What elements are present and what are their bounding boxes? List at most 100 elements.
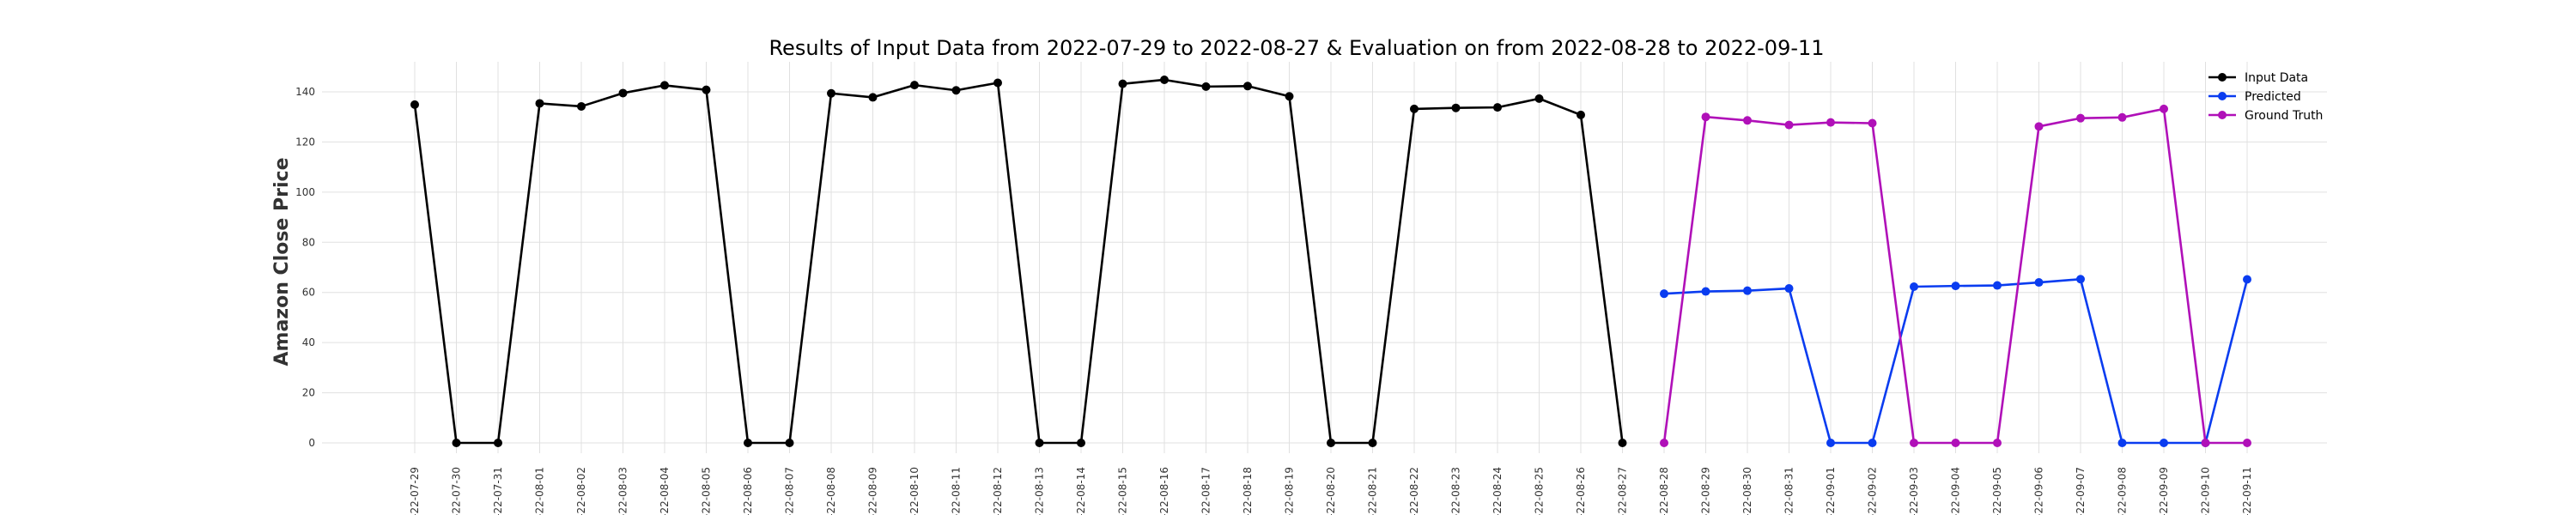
y-axis-label: Amazon Close Price	[271, 158, 293, 367]
legend-label: Ground Truth	[2245, 109, 2323, 123]
data-point-input-data	[452, 439, 461, 447]
x-tick-label: -22-08-14	[1075, 467, 1087, 515]
data-point-input-data	[910, 81, 919, 90]
data-point-input-data	[1285, 92, 1294, 101]
legend-marker	[2218, 111, 2227, 119]
legend-label: Input Data	[2245, 71, 2308, 85]
y-tick-label: 40	[302, 336, 315, 348]
x-axis-ticks: -22-07-29 -22-07-30 -22-07-31 -22-08-01 -22-…	[409, 467, 2253, 515]
x-tick-label: -22-08-06	[742, 467, 754, 515]
data-point-predicted	[1826, 439, 1835, 447]
x-tick-label: -22-09-05	[1991, 467, 2003, 515]
x-tick-label: -22-08-12	[992, 467, 1004, 515]
data-point-input-data	[1077, 439, 1085, 447]
y-tick-label: 20	[302, 387, 315, 399]
data-point-input-data	[1201, 82, 1211, 91]
data-point-ground-truth	[2076, 113, 2085, 123]
data-point-input-data	[1534, 94, 1544, 103]
x-tick-label: -22-08-13	[1034, 467, 1046, 515]
data-point-ground-truth	[1826, 118, 1835, 127]
data-point-input-data	[618, 88, 628, 98]
x-tick-label: -22-09-04	[1950, 467, 1962, 515]
x-tick-label: -22-08-28	[1658, 467, 1670, 515]
data-point-input-data	[577, 101, 586, 111]
data-point-ground-truth	[2201, 439, 2210, 447]
data-point-ground-truth	[1660, 439, 1668, 447]
x-tick-label: -22-08-21	[1367, 467, 1379, 515]
series-line-input-data	[413, 78, 1624, 445]
data-point-input-data	[1493, 103, 1502, 112]
data-point-input-data	[744, 439, 752, 447]
data-point-ground-truth	[1910, 439, 1918, 447]
data-point-predicted	[1660, 289, 1668, 299]
x-tick-label: -22-08-07	[784, 467, 796, 515]
y-tick-label: 0	[308, 437, 315, 449]
x-tick-label: -22-09-11	[2241, 467, 2253, 515]
data-point-ground-truth	[2243, 439, 2251, 447]
x-tick-label: -22-08-11	[951, 467, 963, 515]
data-point-ground-truth	[2034, 122, 2044, 131]
x-tick-label: -22-09-01	[1825, 467, 1837, 515]
x-tick-label: -22-09-06	[2033, 467, 2045, 515]
data-point-input-data	[660, 81, 669, 90]
x-tick-label: -22-08-16	[1158, 467, 1170, 515]
y-axis-ticks: 0 20 40 60 80 100 120 140	[295, 86, 315, 449]
data-point-ground-truth	[2117, 112, 2127, 122]
x-tick-label: -22-09-09	[2158, 467, 2170, 515]
data-point-input-data	[702, 85, 711, 94]
data-point-predicted	[2117, 439, 2127, 447]
data-point-input-data	[494, 439, 502, 447]
x-tick-label: -22-09-02	[1867, 467, 1879, 515]
x-tick-label: -22-08-22	[1408, 467, 1420, 515]
x-tick-label: -22-08-27	[1617, 467, 1629, 515]
x-tick-label: -22-09-08	[2117, 467, 2129, 515]
data-point-ground-truth	[1868, 118, 1877, 128]
data-point-ground-truth	[1951, 439, 1960, 447]
y-tick-label: 100	[295, 186, 315, 198]
legend: Input Data Predicted Ground Truth	[2208, 71, 2323, 123]
data-point-predicted	[2243, 275, 2251, 284]
y-tick-label: 60	[302, 287, 315, 299]
x-tick-label: -22-09-03	[1908, 467, 1920, 515]
x-tick-label: -22-08-19	[1284, 467, 1296, 515]
x-tick-label: -22-08-01	[534, 467, 546, 515]
x-tick-label: -22-08-03	[617, 467, 629, 515]
y-tick-label: 80	[302, 236, 315, 248]
x-tick-label: -22-08-10	[908, 467, 920, 515]
x-tick-label: -22-09-10	[2200, 467, 2212, 515]
x-tick-label: -22-08-20	[1325, 467, 1337, 515]
data-point-input-data	[1618, 439, 1627, 447]
y-tick-label: 120	[295, 136, 315, 148]
x-tick-label: -22-08-02	[575, 467, 587, 515]
data-point-predicted	[1951, 282, 1960, 291]
x-tick-label: -22-08-30	[1741, 467, 1753, 515]
chart-title: Results of Input Data from 2022-07-29 to…	[769, 36, 1824, 60]
data-point-input-data	[993, 78, 1002, 88]
data-point-input-data	[1327, 439, 1335, 447]
x-tick-label: -22-08-08	[825, 467, 837, 515]
series	[410, 75, 2251, 447]
data-point-predicted	[2034, 278, 2044, 288]
legend-label: Predicted	[2245, 90, 2301, 104]
x-tick-label: -22-09-07	[2075, 467, 2087, 515]
legend-marker	[2218, 73, 2227, 82]
x-tick-label: -22-08-25	[1534, 467, 1546, 515]
data-point-predicted	[1868, 439, 1877, 447]
data-point-input-data	[827, 88, 835, 98]
data-point-predicted	[1910, 282, 1918, 291]
data-point-ground-truth	[1701, 112, 1710, 122]
data-point-input-data	[868, 93, 878, 102]
data-point-predicted	[2076, 275, 2085, 284]
grid	[322, 62, 2327, 453]
data-point-input-data	[1118, 79, 1127, 88]
data-point-ground-truth	[1784, 120, 1794, 130]
data-point-predicted	[1784, 284, 1794, 294]
x-tick-label: -22-08-31	[1783, 467, 1795, 515]
data-point-input-data	[785, 439, 794, 447]
x-tick-label: -22-08-09	[867, 467, 879, 515]
x-tick-label: -22-08-05	[701, 467, 713, 515]
data-point-input-data	[951, 86, 961, 95]
data-point-input-data	[1410, 104, 1419, 113]
x-tick-label: -22-08-23	[1450, 467, 1462, 515]
